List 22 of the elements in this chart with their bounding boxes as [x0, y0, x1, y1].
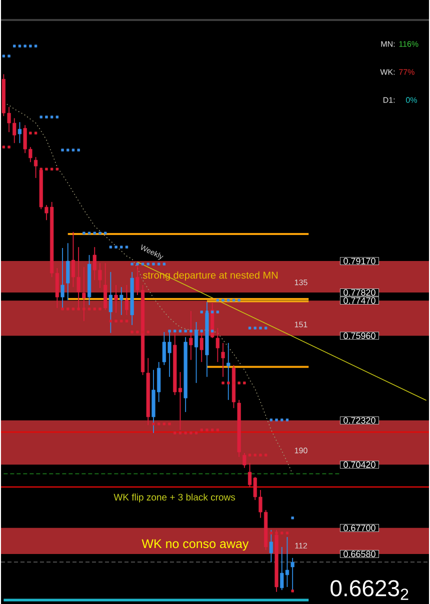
band-label: 151 — [294, 322, 308, 328]
annotation: 0% — [406, 97, 417, 103]
band-label: 135 — [294, 280, 308, 286]
annotation: WK no conso away — [142, 539, 249, 551]
y-tick-label: 0.77470 — [344, 297, 376, 304]
y-tick-label: 0.70420 — [344, 461, 376, 468]
annotation: 0.6623$_{2}$ — [330, 580, 408, 600]
annotation: D1: — [384, 97, 395, 103]
y-tick-label: 0.77820 — [344, 289, 376, 296]
y-tick-label: 0.79170 — [344, 258, 376, 264]
annotation: strong departure at nested MN — [142, 271, 278, 281]
band-label: 190 — [294, 448, 308, 454]
y-tick-label: 0.66580 — [344, 550, 376, 558]
annotation: WK: — [380, 69, 395, 75]
annotation: 77% — [399, 69, 414, 75]
annotation: MN: — [381, 41, 395, 47]
y-tick-label: 0.72320 — [344, 417, 376, 424]
band-label: 112 — [295, 542, 307, 548]
annotation: WK flip zone + 3 black crows — [114, 494, 236, 502]
annotation: 116% — [399, 41, 418, 47]
y-tick-label: 0.67700 — [344, 524, 376, 532]
y-tick-label: 0.75960 — [344, 332, 376, 339]
